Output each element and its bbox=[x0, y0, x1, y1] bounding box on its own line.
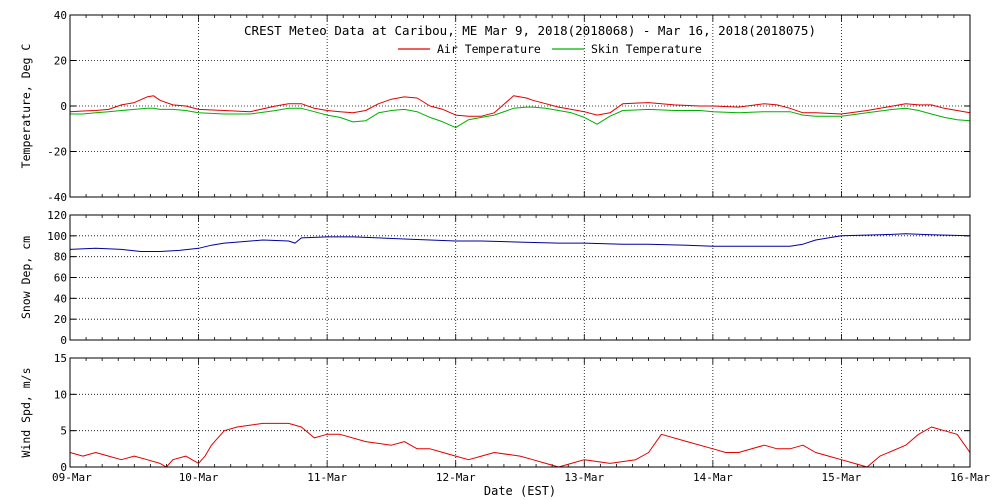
y-axis-label: Temperature, Deg C bbox=[19, 44, 33, 169]
plot-frame bbox=[69, 357, 971, 468]
x-axis-label: Date (EST) bbox=[484, 484, 556, 498]
y-tick-label: 5 bbox=[60, 425, 67, 438]
legend-skin-label: Skin Temperature bbox=[591, 42, 702, 56]
plot-frame bbox=[69, 214, 971, 341]
skin-temperature-series bbox=[70, 106, 971, 129]
y-tick-label: 20 bbox=[54, 55, 67, 68]
y-tick-label: 100 bbox=[47, 230, 67, 243]
y-axis-label: Wind Spd, m/s bbox=[19, 367, 33, 457]
plot-frame bbox=[69, 14, 971, 198]
x-tick-label: 11-Mar bbox=[307, 471, 347, 484]
air-temperature-series bbox=[69, 95, 971, 117]
x-tick-label: 09-Mar bbox=[52, 471, 92, 484]
x-tick-label: 15-Mar bbox=[822, 471, 862, 484]
legend: Air Temperature Skin Temperature bbox=[398, 42, 702, 56]
y-tick-label: 10 bbox=[54, 388, 67, 401]
snow-depth-series bbox=[69, 233, 971, 252]
y-tick-label: 80 bbox=[54, 251, 67, 264]
y-tick-label: -20 bbox=[47, 146, 67, 159]
y-tick-label: 0 bbox=[60, 100, 67, 113]
y-tick-label: 15 bbox=[54, 352, 67, 365]
y-tick-label: 60 bbox=[54, 272, 67, 285]
snow-depth-panel: 120 100 80 60 40 20 0 Snow Dep, cm bbox=[19, 209, 971, 347]
y-axis-label: Snow Dep, cm bbox=[19, 236, 33, 319]
x-tick-label: 16-Mar bbox=[950, 471, 990, 484]
legend-air-label: Air Temperature bbox=[437, 42, 541, 56]
x-tick-label: 13-Mar bbox=[564, 471, 604, 484]
y-tick-label: 0 bbox=[60, 461, 67, 474]
y-tick-label: 120 bbox=[47, 209, 67, 222]
y-tick-label: 0 bbox=[60, 334, 67, 347]
chart-title: CREST Meteo Data at Caribou, ME Mar 9, 2… bbox=[244, 23, 816, 38]
y-tick-label: 40 bbox=[54, 9, 67, 22]
y-tick-label: -40 bbox=[47, 191, 67, 204]
x-tick-label: 14-Mar bbox=[693, 471, 733, 484]
temperature-panel: 40 20 0 -20 -40 Temperature, Deg C bbox=[19, 9, 971, 204]
x-tick-label: 12-Mar bbox=[436, 471, 476, 484]
wind-speed-series bbox=[69, 422, 971, 468]
y-tick-label: 40 bbox=[54, 292, 67, 305]
y-tick-label: 20 bbox=[54, 313, 67, 326]
wind-speed-panel: 15 10 5 0 Wind Spd, m/s 09-Mar 10-Mar 11-Mar 12-… bbox=[19, 352, 990, 484]
x-tick-label: 10-Mar bbox=[179, 471, 219, 484]
